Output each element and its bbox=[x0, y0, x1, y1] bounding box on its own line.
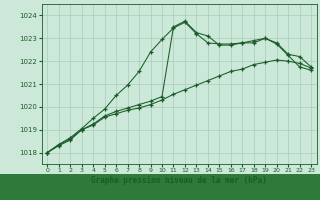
X-axis label: Graphe pression niveau de la mer (hPa): Graphe pression niveau de la mer (hPa) bbox=[91, 176, 267, 185]
